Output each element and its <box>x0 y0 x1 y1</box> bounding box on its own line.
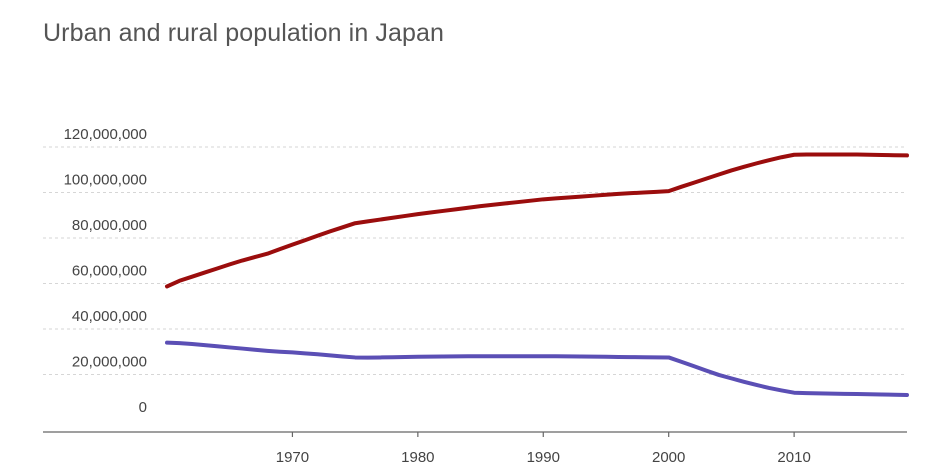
x-tick-label: 1970 <box>276 449 309 466</box>
series-line-2 <box>165 340 909 397</box>
chart-title: Urban and rural population in Japan <box>43 19 444 47</box>
x-tick-label: 1980 <box>401 449 434 466</box>
x-tick-label: 2010 <box>777 449 810 466</box>
grid-layer <box>43 146 907 375</box>
y-tick-label: 40,000,000 <box>72 308 147 325</box>
y-tick-label: 60,000,000 <box>72 263 147 280</box>
series-layer <box>165 152 909 397</box>
x-axis-tick-labels: 1970 1980 1990 2000 2010 <box>276 432 811 466</box>
x-tick-label: 1990 <box>527 449 560 466</box>
y-tick-label: 120,000,000 <box>64 126 147 143</box>
y-tick-label: 0 <box>139 399 147 416</box>
series-line-1 <box>165 152 909 289</box>
y-axis-tick-labels: 0 20,000,000 40,000,000 60,000,000 80,000,00… <box>64 126 147 416</box>
y-tick-label: 80,000,000 <box>72 217 147 234</box>
y-tick-label: 100,000,000 <box>64 172 147 189</box>
y-tick-label: 20,000,000 <box>72 354 147 371</box>
x-tick-label: 2000 <box>652 449 685 466</box>
